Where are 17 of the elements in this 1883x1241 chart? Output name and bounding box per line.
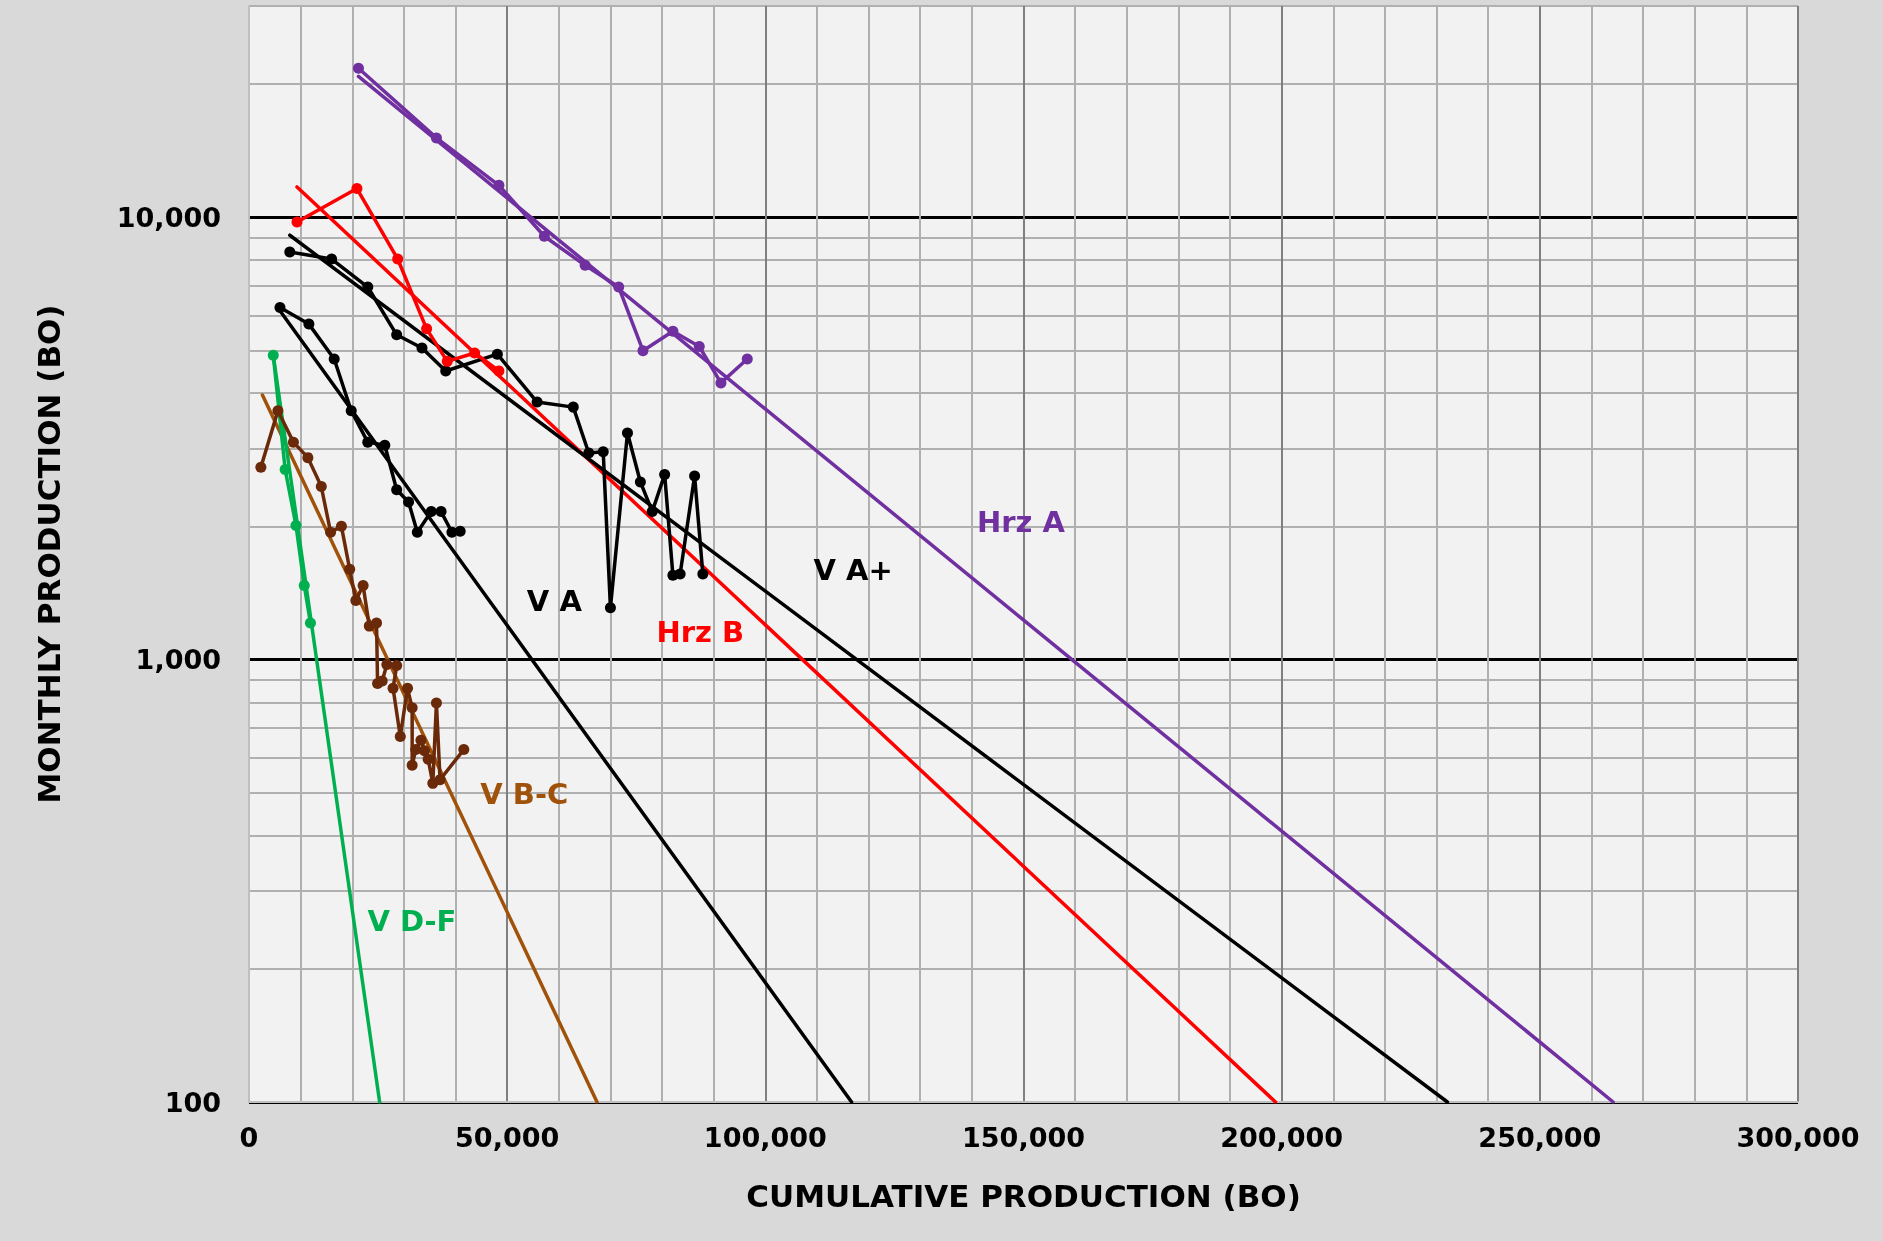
x-axis-title: CUMULATIVE PRODUCTION (BO) [746, 1177, 1301, 1214]
series-label: V B-C [480, 776, 569, 811]
series-label: V A+ [813, 552, 893, 587]
x-tick-label: 150,000 [962, 1122, 1085, 1153]
series-label: V D-F [367, 904, 457, 939]
x-tick-label: 100,000 [703, 1122, 827, 1153]
y-axis-title: MONTHLY PRODUCTION (BO) [30, 304, 67, 804]
y-tick-label: 100 [164, 1086, 221, 1118]
series-label: Hrz B [656, 615, 745, 650]
x-tick-label: 50,000 [455, 1122, 560, 1153]
x-tick-label: 250,000 [1478, 1122, 1602, 1153]
x-tick-label: 300,000 [1736, 1122, 1860, 1153]
y-tick-label: 10,000 [116, 201, 221, 233]
x-tick-label: 0 [239, 1122, 259, 1153]
y-tick-label: 1,000 [135, 644, 221, 676]
series-label: V A [526, 583, 583, 618]
x-tick-label: 200,000 [1220, 1122, 1344, 1153]
